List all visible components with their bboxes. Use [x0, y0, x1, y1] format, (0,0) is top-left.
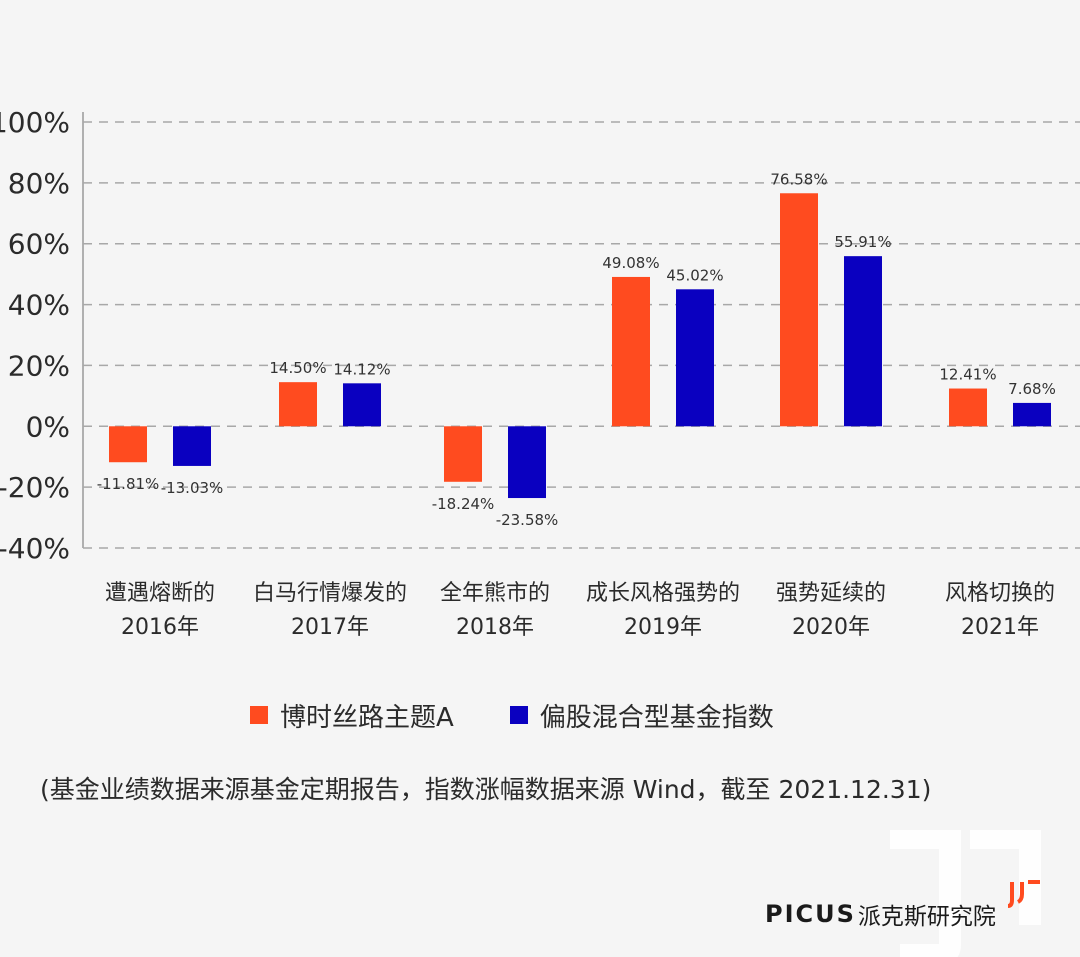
data-label: -23.58%: [496, 511, 559, 529]
x-category-label: 遭遇熔断的: [105, 581, 215, 606]
data-label: 7.68%: [1008, 380, 1056, 398]
x-category-label: 2019年: [624, 615, 702, 640]
brand-chinese-text: 派克斯研究院: [857, 904, 996, 930]
x-category-label: 强势延续的: [776, 581, 886, 606]
data-label: 14.12%: [333, 360, 390, 378]
bar: [173, 426, 211, 466]
bar: [109, 426, 147, 463]
data-label: 14.50%: [269, 359, 326, 377]
bar: [343, 383, 381, 427]
data-label: 55.91%: [834, 233, 891, 251]
legend-item-series-2: 偏股混合型基金指数: [509, 697, 774, 734]
data-label: 45.02%: [666, 266, 723, 284]
x-category-label: 2017年: [291, 615, 369, 640]
legend-swatch-series-1: [250, 706, 268, 724]
bar: [1013, 402, 1051, 427]
x-category-label: 全年熊市的: [440, 581, 550, 606]
y-tick-label: 60%: [8, 228, 70, 261]
x-category-label: 白马行情爆发的: [253, 581, 407, 606]
x-category-label: 2020年: [792, 615, 870, 640]
legend-item-series-1: 博时丝路主题A: [250, 697, 454, 734]
data-label: 76.58%: [770, 170, 827, 188]
y-tick-label: 0%: [26, 410, 70, 443]
source-note: (基金业绩数据来源基金定期报告，指数涨幅数据来源 Wind，截至 2021.12…: [40, 775, 932, 804]
bar: [676, 289, 714, 427]
data-label: 12.41%: [939, 366, 996, 384]
brand-logo: PICUS 派克斯研究院: [765, 897, 996, 931]
y-tick-label: 100%: [0, 106, 70, 139]
watermark-logo: [890, 830, 1041, 957]
legend-swatch-series-2: [509, 706, 528, 724]
x-category-label: 2021年: [961, 615, 1039, 640]
y-tick-label: 40%: [8, 289, 70, 322]
data-label: -13.03%: [161, 479, 224, 497]
y-tick-label: -20%: [0, 471, 70, 504]
brand-mark-icon: [1008, 880, 1040, 908]
data-label: 49.08%: [602, 254, 659, 272]
x-category-label: 2016年: [121, 615, 199, 640]
x-category-label: 风格切换的: [945, 581, 1055, 606]
bar-chart: 100% 80% 60% 40% 20% 0% -20% -40% -11.81% 14.50% -…: [0, 106, 1080, 640]
bar: [844, 256, 882, 427]
bar: [949, 388, 987, 427]
x-category-label: 2018年: [456, 615, 534, 640]
legend-label-series-2: 偏股混合型基金指数: [539, 702, 774, 733]
x-category-label: 成长风格强势的: [586, 581, 740, 606]
brand-latin-text: PICUS: [765, 900, 856, 928]
bar: [279, 382, 317, 427]
y-tick-label: 80%: [8, 167, 70, 200]
data-label: -18.24%: [432, 495, 495, 513]
data-label: -11.81%: [97, 475, 160, 493]
y-tick-label: 20%: [8, 349, 70, 382]
legend: 博时丝路主题A 偏股混合型基金指数: [250, 695, 830, 735]
bar: [780, 193, 818, 427]
bar: [612, 276, 650, 427]
bar: [444, 426, 482, 482]
bar: [508, 426, 546, 499]
legend-label-series-1: 博时丝路主题A: [280, 702, 454, 733]
y-tick-label: -40%: [0, 532, 70, 565]
